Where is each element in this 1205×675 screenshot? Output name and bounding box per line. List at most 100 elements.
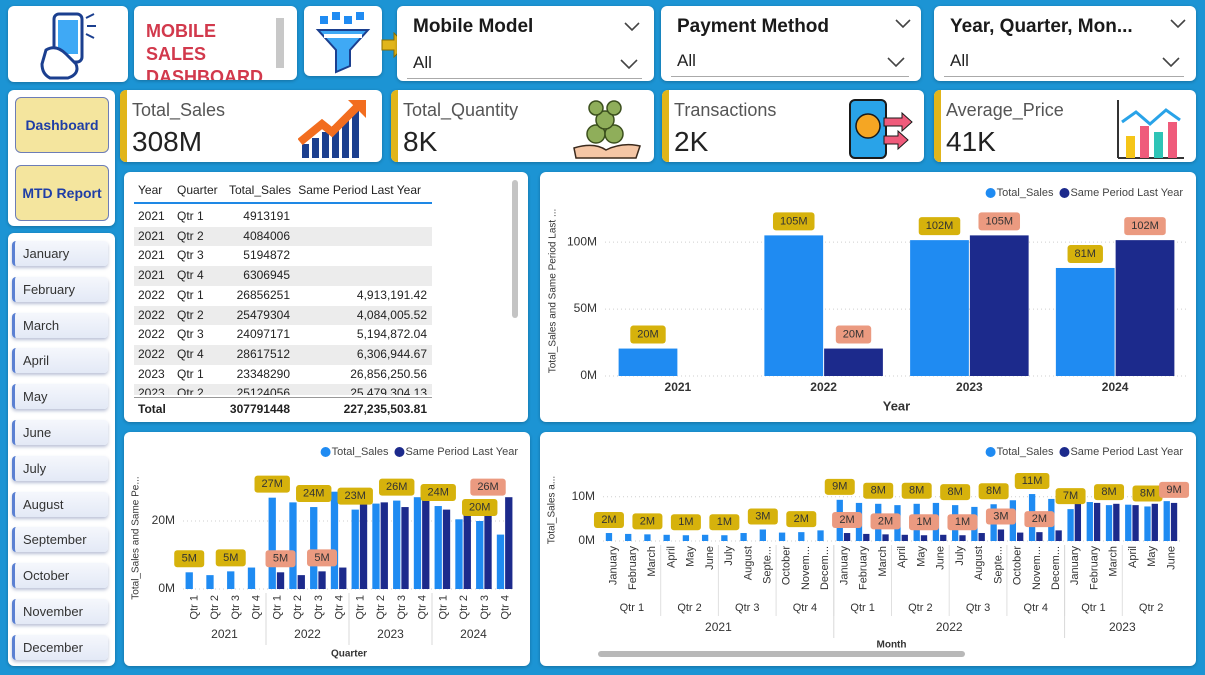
data-label: 81M (1075, 248, 1096, 260)
table-cell: 2021 (138, 209, 165, 223)
x-axis-title: Quarter (331, 649, 367, 660)
title-bar (276, 18, 284, 68)
x-tick-label: March (1108, 546, 1120, 577)
bar (185, 572, 193, 589)
bar (1115, 240, 1175, 376)
month-button[interactable]: May (12, 384, 108, 410)
kpi-icon (1117, 100, 1184, 159)
slicer[interactable]: Payment Method All (661, 6, 921, 81)
bar (843, 533, 851, 541)
nav-button[interactable]: MTD Report (15, 165, 109, 221)
column-header: Year (138, 183, 163, 197)
x-tick-label: Qtr 4 (500, 595, 512, 619)
data-label-bg (918, 217, 961, 236)
month-button[interactable]: November (12, 599, 108, 624)
bar (682, 535, 690, 541)
dropdown[interactable]: All (671, 46, 909, 77)
data-label-bg (824, 478, 855, 495)
data-label-bg (1094, 484, 1125, 501)
bar (1036, 532, 1043, 541)
slicer[interactable]: Year, Quarter, Mon... All (934, 6, 1196, 81)
scrollbar[interactable] (512, 180, 518, 318)
data-label: 3M (755, 510, 770, 522)
table-cell: Total (138, 402, 166, 416)
month-button[interactable]: June (12, 420, 108, 445)
bar (940, 534, 947, 541)
data-label-bg (670, 514, 701, 531)
chevron (624, 22, 640, 32)
x-tick-label: 2024 (1102, 380, 1129, 394)
scrollbar[interactable] (598, 651, 965, 657)
month-button[interactable]: March (12, 312, 108, 338)
month-button[interactable]: September (12, 527, 108, 553)
group-label: 2023 (377, 627, 404, 641)
data-label: 9M (832, 481, 847, 493)
data-label: 11M (1022, 475, 1043, 487)
kpi-icon (573, 100, 641, 159)
data-label-bg (1124, 217, 1166, 236)
bar (1086, 502, 1093, 541)
data-label-bg (593, 512, 624, 529)
bar (505, 497, 513, 589)
month-button[interactable]: August (12, 491, 108, 517)
y-tick-label: 100M (567, 234, 597, 248)
dropdown[interactable]: All (407, 48, 642, 79)
bar (824, 348, 883, 376)
bar (339, 567, 347, 589)
data-label-bg (772, 212, 815, 231)
data-label: 2M (878, 515, 893, 527)
table-cell: 2022 (138, 307, 165, 322)
bar (618, 348, 678, 376)
month-button[interactable]: January (12, 241, 108, 266)
bar (297, 575, 305, 589)
x-tick-label: Qtr 2 (292, 595, 304, 619)
table-cell: 2023 (138, 386, 165, 395)
table-cell: 2023 (138, 366, 165, 381)
quarter-label: Qtr 2 (677, 602, 701, 614)
data-label-bg (901, 482, 932, 499)
quarter-label: Qtr 4 (793, 602, 817, 614)
slicer-title: Year, Quarter, Mon... (950, 16, 1133, 37)
data-label-bg (174, 550, 205, 568)
data-label-bg (337, 487, 373, 505)
table-cell: Qtr 2 (177, 307, 204, 322)
kpi-icon (298, 100, 366, 158)
group-label: 2024 (460, 627, 487, 641)
month-button[interactable]: July (12, 455, 108, 481)
month-button[interactable]: April (12, 348, 108, 374)
table-cell: 24097171 (236, 327, 290, 342)
nav-button[interactable]: Dashboard (15, 97, 109, 153)
dropdown[interactable]: All (944, 46, 1184, 77)
table-row: 2023 Qtr 2 25124056 25,479,304.13 (134, 384, 432, 395)
month-button[interactable]: February (12, 276, 108, 302)
data-label: 23M (345, 490, 366, 502)
data-label-bg (870, 513, 901, 530)
column-header: Quarter (177, 183, 218, 197)
bar (372, 503, 380, 589)
bar (1055, 530, 1062, 541)
table-cell: Qtr 4 (177, 268, 204, 283)
month-button[interactable]: December (12, 634, 108, 660)
quarter-label: Qtr 1 (1081, 602, 1105, 614)
x-tick-label: 2022 (810, 380, 837, 394)
chevron (1162, 57, 1180, 67)
kpi-label: Total_Sales (132, 100, 226, 120)
table-cell: 28617512 (236, 346, 290, 361)
slicer[interactable]: Mobile Model All (397, 6, 654, 81)
group-label: 2021 (705, 620, 732, 634)
bar (1170, 502, 1178, 541)
data-label-bg (985, 508, 1016, 525)
legend-swatch (985, 447, 996, 457)
dashboard-title: MOBILE SALES DASHBOARD (146, 21, 263, 80)
data-label: 26M (477, 481, 498, 493)
data-label: 102M (926, 220, 954, 232)
month-button[interactable]: October (12, 563, 108, 589)
x-tick-label: Qtr 3 (396, 595, 408, 619)
data-label-bg (978, 212, 1021, 231)
chart-card: 0M 20M Total_Sales and Same Pe... Quarter Sa… (124, 432, 530, 666)
data-label-bg (909, 514, 940, 531)
table-row: 2022 Qtr 1 26856251 4,913,191.42 (134, 286, 432, 306)
chevron (1170, 19, 1186, 29)
data-label-bg (307, 549, 338, 567)
x-tick-label: April (665, 546, 677, 568)
